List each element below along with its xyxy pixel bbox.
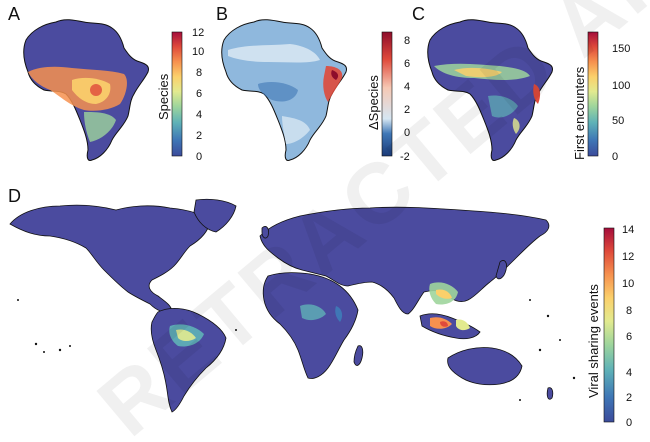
panel-d-colorbar-title: Viral sharing events [586, 284, 601, 398]
panel-a-tick-5: 10 [192, 46, 204, 58]
panel-c-tick-0: 0 [612, 151, 618, 163]
panel-d-tick-5: 10 [622, 278, 634, 290]
panel-d-tick-4: 8 [626, 305, 632, 317]
japan [495, 260, 507, 280]
panel-b-map [221, 19, 348, 162]
panel-a-south [84, 112, 116, 142]
panel-a-tick-4: 8 [196, 67, 202, 79]
panel-b-letter: B [216, 4, 228, 24]
panel-d-colorbar [603, 227, 615, 423]
panel-d: D [8, 186, 634, 429]
panel-c-colorbar-title: First encounters [572, 66, 587, 160]
madagascar [353, 345, 364, 366]
panel-d-tick-3: 6 [626, 331, 632, 343]
panel-c-tick-1: 50 [612, 115, 624, 127]
panel-b-tick-3: 4 [404, 81, 410, 93]
panel-c: C 0 50 100 150 First encounters [412, 4, 630, 163]
greenland [193, 198, 237, 233]
panel-b-colorbar-ticks: -2 0 2 4 6 8 [400, 35, 410, 163]
panel-a-letter: A [8, 4, 20, 24]
panel-a-tick-1: 2 [196, 130, 202, 142]
panel-d-tick-2: 4 [626, 367, 632, 379]
continent-north-america [9, 204, 211, 313]
panel-b-tick-1: 0 [404, 127, 410, 139]
panel-b: B -2 0 2 4 6 8 ΔSpecies [216, 4, 410, 163]
continent-africa [262, 272, 359, 379]
panel-d-hotspots [169, 282, 470, 347]
panel-d-small-islands [17, 299, 576, 401]
panel-d-tick-7: 14 [622, 224, 634, 236]
continent-australia [447, 347, 523, 386]
panel-a-colorbar-ticks: 0 2 4 6 8 10 12 [192, 27, 204, 163]
panel-d-world-map [9, 198, 554, 413]
panel-d-tick-0: 0 [626, 417, 632, 429]
panel-a-tick-3: 6 [196, 88, 202, 100]
panel-b-colorbar [381, 31, 393, 157]
panel-c-map [427, 19, 554, 162]
east-africa-hotspot [335, 306, 343, 322]
panel-c-letter: C [412, 4, 425, 24]
panel-a-tick-6: 12 [192, 27, 204, 39]
panel-a-tick-2: 4 [196, 109, 202, 121]
panel-a-map [23, 19, 150, 162]
panel-a: A 0 2 4 6 8 10 12 Species [8, 4, 204, 163]
central-africa-hotspot [300, 304, 326, 321]
british-isles [261, 226, 269, 239]
panel-b-tick-0: -2 [400, 151, 410, 163]
panel-a-colorbar [171, 31, 183, 157]
panel-b-colorbar-title: ΔSpecies [366, 75, 381, 130]
panel-b-tick-4: 6 [404, 58, 410, 70]
panel-b-tick-5: 8 [404, 35, 410, 47]
southeast-asia-islands [419, 313, 481, 340]
panel-d-tick-1: 2 [626, 392, 632, 404]
panel-d-tick-6: 12 [622, 251, 634, 263]
panel-c-east-hotspot [533, 84, 541, 104]
panel-c-colorbar-ticks: 0 50 100 150 [612, 43, 630, 163]
panel-c-tick-3: 150 [612, 43, 630, 55]
new-zealand [546, 387, 554, 400]
panel-a-colorbar-title: Species [156, 73, 171, 120]
panel-d-colorbar-ticks: 0 2 4 6 8 10 12 14 [622, 224, 634, 429]
panel-a-tick-0: 0 [196, 151, 202, 163]
panel-d-letter: D [8, 186, 21, 206]
panel-b-tick-2: 2 [404, 104, 410, 116]
panel-c-tick-2: 100 [612, 80, 630, 92]
panel-c-colorbar [587, 31, 599, 157]
